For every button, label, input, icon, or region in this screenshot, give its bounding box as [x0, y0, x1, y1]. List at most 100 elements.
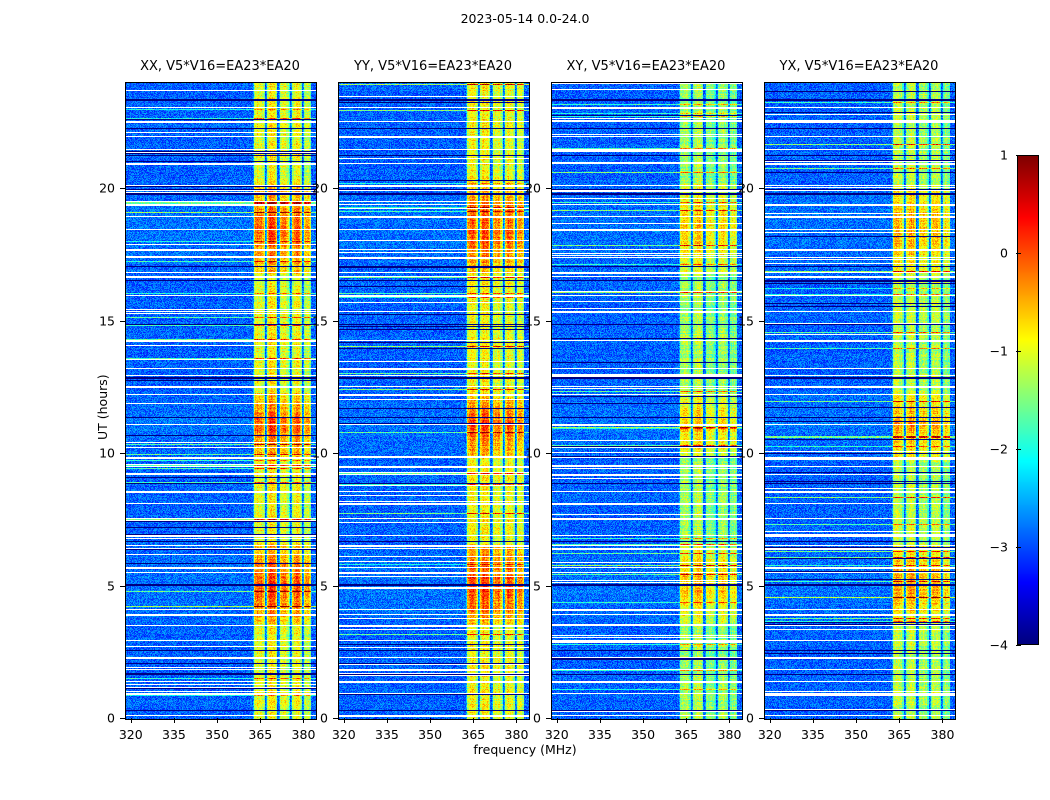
y-tick-mark: [333, 188, 338, 189]
y-tick-label: 5: [107, 578, 115, 593]
y-tick-label: 0: [107, 710, 115, 726]
y-tick-mark: [759, 585, 764, 587]
y-tick-mark: [120, 718, 125, 719]
x-tick-mark: [769, 718, 771, 723]
x-tick-label: 335: [162, 727, 186, 742]
x-tick-label: 365: [674, 727, 699, 742]
y-tick-label: 5: [320, 578, 328, 593]
y-tick-mark: [759, 453, 764, 454]
y-tick-label: 20: [312, 180, 328, 196]
panel-yy-axes[interactable]: [338, 82, 530, 720]
colorbar-tick-label: −3: [989, 539, 1008, 555]
y-tick-label: 0: [746, 710, 754, 726]
y-tick-label: 5: [746, 578, 754, 593]
x-tick-label: 380: [504, 727, 529, 742]
x-tick-label: 380: [717, 727, 742, 742]
panel-yx-heatmap: [765, 83, 955, 719]
panel-xx-axes[interactable]: [125, 82, 317, 720]
y-tick-label: 15: [738, 313, 754, 328]
colorbar-tick-label: 0: [1000, 245, 1008, 261]
y-tick-mark: [546, 453, 551, 454]
y-tick-label: 15: [99, 313, 115, 328]
x-tick-label: 350: [631, 727, 656, 742]
colorbar-tick-mark: [1016, 253, 1021, 254]
panel-xx-heatmap: [126, 83, 316, 719]
y-tick-mark: [759, 718, 764, 719]
x-tick-mark: [173, 718, 175, 723]
x-tick-mark: [686, 718, 688, 723]
x-tick-label: 365: [248, 727, 273, 742]
y-tick-mark: [759, 188, 764, 189]
panel-yx-title: YX, V5*V16=EA23*EA20: [779, 59, 939, 74]
x-tick-label: 350: [844, 727, 869, 742]
x-tick-label: 320: [118, 727, 143, 742]
x-tick-mark: [599, 718, 601, 723]
y-tick-label: 0: [533, 710, 541, 726]
panel-xx: XX, V5*V16=EA23*EA20 320 335 350 365 380 0 5 10…: [99, 59, 317, 742]
colorbar-tick-mark: [1016, 351, 1021, 352]
x-tick-label: 365: [461, 727, 486, 742]
panel-yy: YY, V5*V16=EA23*EA20 320 335 350 365 380 0 5 10…: [312, 59, 530, 742]
colorbar-tick-label: −4: [989, 637, 1008, 653]
colorbar: log10 amplitude 10−1−2−3−4: [990, 148, 1039, 653]
y-tick-label: 10: [99, 445, 115, 461]
x-tick-label: 335: [801, 727, 825, 742]
colorbar-tick-mark: [1016, 449, 1021, 450]
x-tick-mark: [343, 718, 345, 723]
y-tick-label: 20: [738, 180, 754, 196]
y-tick-label: 15: [312, 313, 328, 328]
panel-yy-heatmap: [339, 83, 529, 719]
y-axis-label: UT (hours): [95, 374, 110, 440]
x-tick-mark: [473, 718, 475, 723]
y-tick-mark: [546, 188, 551, 189]
y-tick-mark: [333, 453, 338, 454]
panel-yy-title: YY, V5*V16=EA23*EA20: [354, 59, 512, 74]
colorbar-gradient: [1017, 155, 1039, 645]
x-tick-label: 350: [205, 727, 230, 742]
x-tick-mark: [430, 718, 432, 723]
colorbar-tick-mark: [1016, 155, 1021, 156]
colorbar-tick-label: −2: [989, 441, 1008, 457]
panel-xy-heatmap: [552, 83, 742, 719]
panel-xy: XY, V5*V16=EA23*EA20 320 335 350 365 380 0 5 10…: [525, 59, 743, 742]
x-tick-mark: [899, 718, 901, 723]
panel-yx-axes[interactable]: [764, 82, 956, 720]
x-tick-mark: [812, 718, 814, 723]
x-tick-mark: [856, 718, 858, 723]
y-tick-mark: [120, 453, 125, 454]
colorbar-tick-mark: [1016, 645, 1021, 646]
x-tick-label: 350: [418, 727, 443, 742]
y-tick-label: 5: [533, 578, 541, 593]
y-tick-mark: [333, 718, 338, 719]
x-tick-label: 335: [588, 727, 612, 742]
x-tick-mark: [260, 718, 262, 723]
x-tick-mark: [556, 718, 558, 723]
x-tick-mark: [386, 718, 388, 723]
x-tick-mark: [217, 718, 219, 723]
y-tick-mark: [546, 718, 551, 719]
panel-xx-title: XX, V5*V16=EA23*EA20: [140, 59, 300, 74]
y-tick-mark: [546, 585, 551, 587]
y-tick-label: 15: [525, 313, 541, 328]
x-tick-mark: [516, 718, 518, 723]
panel-xy-axes[interactable]: [551, 82, 743, 720]
x-tick-mark: [942, 718, 944, 723]
y-tick-mark: [120, 320, 125, 322]
x-tick-label: 320: [544, 727, 569, 742]
x-tick-label: 335: [375, 727, 399, 742]
y-tick-label: 10: [525, 445, 541, 461]
panel-yx: YX, V5*V16=EA23*EA20 320 335 350 365 380 0 5 10…: [738, 59, 956, 742]
colorbar-tick-label: −1: [989, 343, 1008, 359]
y-tick-label: 0: [320, 710, 328, 726]
y-tick-mark: [333, 585, 338, 587]
x-tick-label: 320: [331, 727, 356, 742]
y-tick-label: 20: [99, 180, 115, 196]
x-tick-mark: [130, 718, 132, 723]
y-tick-mark: [546, 320, 551, 322]
x-tick-mark: [729, 718, 731, 723]
y-tick-mark: [120, 585, 125, 587]
x-tick-label: 380: [930, 727, 955, 742]
y-tick-label: 20: [525, 180, 541, 196]
x-tick-label: 365: [887, 727, 912, 742]
